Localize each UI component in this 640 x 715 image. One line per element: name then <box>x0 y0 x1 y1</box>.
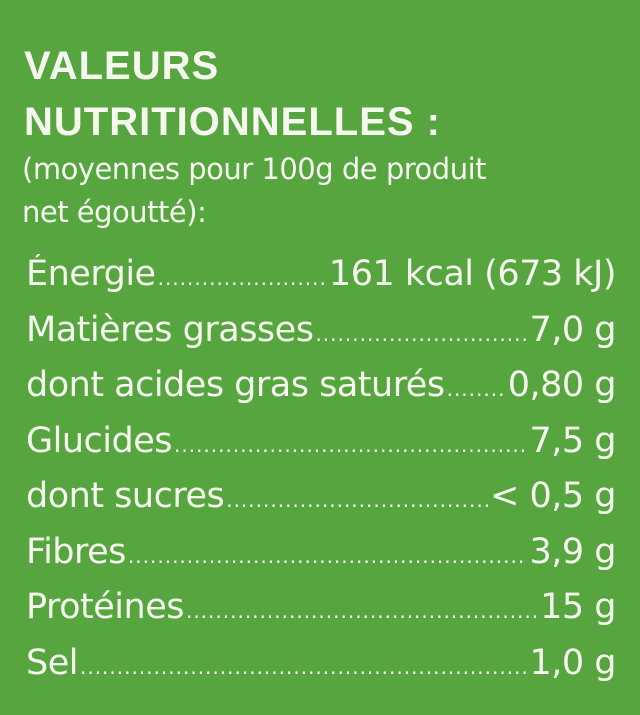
nutrition-row-fibre: Fibres 3,9 g <box>26 532 616 588</box>
subtitle-line-1: (moyennes pour 100g de produit <box>22 152 487 186</box>
dot-leader <box>447 377 506 401</box>
nutrient-value: 7,0 g <box>529 309 616 350</box>
nutrient-label: dont acides gras saturés <box>26 365 445 405</box>
nutrition-table: Énergie 161 kcal (673 kJ) Matières grasse… <box>26 254 616 698</box>
nutrient-label: dont sucres <box>26 476 225 516</box>
nutrition-row-protein: Protéines 15 g <box>26 587 616 643</box>
nutrient-value: 7,5 g <box>529 420 616 461</box>
dot-leader <box>174 433 528 457</box>
dot-leader <box>226 488 488 512</box>
title-line-1: VALEURS <box>24 44 220 88</box>
nutrient-value: 161 kcal (673 kJ) <box>328 254 616 294</box>
nutrient-value: 1,0 g <box>529 642 616 683</box>
nutrient-label: Sel <box>26 642 78 683</box>
title-line-2: NUTRITIONNELLES : <box>24 100 441 144</box>
dot-leader <box>80 655 528 679</box>
nutrient-value: < 0,5 g <box>490 476 616 516</box>
nutrition-row-salt: Sel 1,0 g <box>26 643 616 699</box>
label-subtitle: (moyennes pour 100g de produit net égout… <box>22 148 487 234</box>
nutrient-label: Fibres <box>26 531 126 572</box>
nutrition-row-carbohydrates: Glucides 7,5 g <box>26 421 616 477</box>
nutrient-label: Énergie <box>26 254 156 294</box>
label-title: VALEURS NUTRITIONNELLES : <box>24 38 441 150</box>
nutrient-value: 3,9 g <box>529 531 616 572</box>
nutrient-label: Glucides <box>26 420 172 461</box>
nutrition-row-saturated-fat: dont acides gras saturés 0,80 g <box>26 365 616 421</box>
nutrition-row-energy: Énergie 161 kcal (673 kJ) <box>26 254 616 310</box>
nutrient-label: Protéines <box>26 587 184 627</box>
nutrition-row-fat: Matières grasses 7,0 g <box>26 310 616 366</box>
dot-leader <box>315 322 527 346</box>
dot-leader <box>158 266 327 290</box>
nutrient-label: Matières grasses <box>26 309 314 350</box>
subtitle-line-2: net égoutté): <box>22 195 207 229</box>
dot-leader <box>128 544 528 568</box>
dot-leader <box>186 599 538 623</box>
nutrient-value: 15 g <box>540 587 616 627</box>
nutrient-value: 0,80 g <box>507 365 616 405</box>
nutrition-row-sugars: dont sucres < 0,5 g <box>26 476 616 532</box>
